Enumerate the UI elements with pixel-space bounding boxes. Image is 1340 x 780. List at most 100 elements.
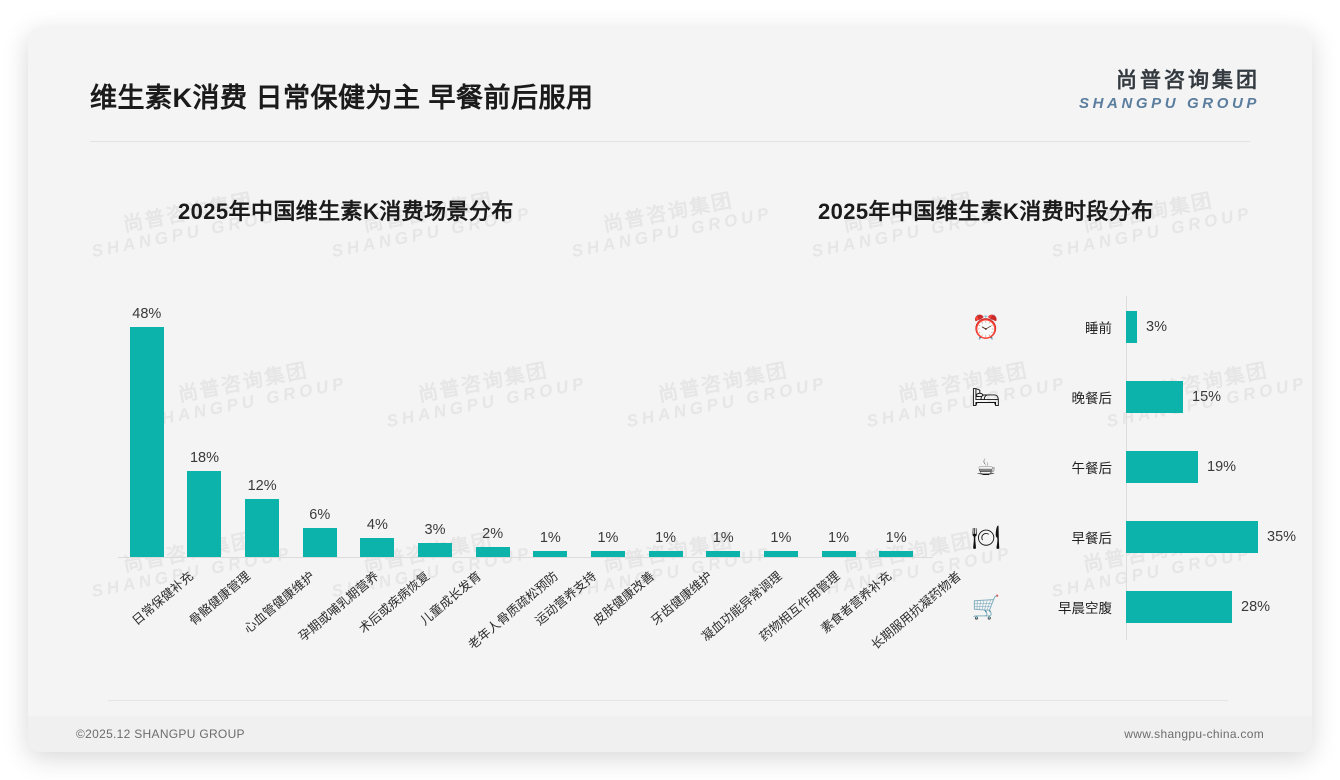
bed-icon: 🛏 — [971, 383, 1001, 410]
column-label-cell: 药物相互作用管理 — [752, 562, 843, 682]
column-bar[interactable] — [360, 538, 395, 557]
left-chart-title: 2025年中国维生素K消费场景分布 — [178, 199, 514, 224]
bar-track: 19% — [1126, 440, 1288, 494]
bar-track: 15% — [1126, 370, 1288, 424]
bar-fill[interactable] — [1126, 451, 1198, 483]
bar-value-label: 3% — [1146, 319, 1167, 335]
column-value-label: 2% — [482, 526, 504, 542]
column-value-label: 1% — [712, 530, 734, 546]
column-bar[interactable] — [879, 551, 914, 557]
shopping-cart-icon: 🛒 — [971, 593, 1001, 620]
bar-category-label: 早餐后 — [1071, 531, 1113, 546]
footer-copyright: ©2025.12 SHANGPU GROUP — [76, 727, 245, 741]
consumption-time-chart: ⏰ 睡前 3% 🛏 晚餐后 15% ☕ 午餐后 19% 🍽 早餐后 35% 🛒 早晨空腹 28% — [958, 290, 1296, 646]
logo-english-text: SHANGPU GROUP — [1079, 95, 1260, 112]
plate-cutlery-icon: 🍽 — [971, 523, 1001, 550]
column-bar[interactable] — [245, 499, 280, 557]
bar-row[interactable]: ☕ 午餐后 19% — [958, 440, 1288, 494]
bar-value-label: 15% — [1192, 389, 1222, 405]
bar-track: 3% — [1126, 300, 1288, 354]
alarm-clock-icon: ⏰ — [971, 313, 1001, 340]
column-bar-item[interactable]: 1% — [752, 298, 810, 557]
bar-row[interactable]: 🛒 早晨空腹 28% — [958, 580, 1288, 634]
consumption-scenario-chart: 48% 18% 12% 6% 4% 3% 2% 1% 1% 1% 1% 1% 1% 1% — [83, 298, 933, 558]
bar-fill[interactable] — [1126, 311, 1137, 343]
column-bar[interactable] — [302, 528, 337, 557]
column-label-cell: 运动营养支持 — [521, 562, 599, 682]
column-bar[interactable] — [533, 551, 568, 557]
column-label-cell: 牙齿健康维护 — [637, 562, 714, 682]
page-title: 维生素K消费 日常保健为主 早餐前后服用 — [90, 83, 594, 113]
column-value-label: 1% — [828, 530, 849, 546]
column-bar[interactable] — [187, 471, 222, 557]
column-value-label: 18% — [189, 450, 219, 466]
bar-value-label: 28% — [1241, 599, 1271, 615]
column-label-cell: 长期服用抗凝药物者 — [867, 562, 964, 682]
column-bar-item[interactable]: 2% — [464, 298, 522, 557]
column-bar-item[interactable]: 1% — [810, 298, 868, 557]
column-chart-x-axis — [118, 557, 933, 558]
bar-category-label: 早晨空腹 — [1058, 601, 1112, 616]
column-value-label: 4% — [366, 517, 388, 533]
bar-row[interactable]: ⏰ 睡前 3% — [958, 300, 1288, 354]
slide-header: 维生素K消费 日常保健为主 早餐前后服用 尚普咨询集团 SHANGPU GROU… — [28, 28, 1312, 142]
column-bar-item[interactable]: 18% — [176, 298, 234, 557]
column-value-label: 1% — [539, 530, 561, 546]
column-value-label: 1% — [597, 530, 619, 546]
column-label-cell: 心血管健康维护 — [233, 562, 317, 682]
bar-value-label: 35% — [1267, 529, 1297, 545]
column-value-label: 12% — [247, 478, 277, 494]
bar-category-label: 晚餐后 — [1071, 391, 1113, 406]
column-bar-item[interactable]: 3% — [406, 298, 464, 557]
column-label-cell: 皮肤健康改善 — [579, 562, 657, 682]
column-label-cell: 儿童成长发育 — [406, 562, 484, 682]
column-category-label: 长期服用抗凝药物者 — [868, 569, 964, 653]
column-bar[interactable] — [706, 551, 741, 557]
column-bar[interactable] — [590, 551, 625, 557]
bar-fill[interactable] — [1126, 591, 1232, 623]
column-value-label: 6% — [309, 507, 331, 523]
bar-category-label: 睡前 — [1085, 321, 1112, 336]
bar-fill[interactable] — [1126, 521, 1258, 553]
footer-website[interactable]: www.shangpu-china.com — [1124, 727, 1264, 741]
column-bar-item[interactable]: 1% — [694, 298, 752, 557]
column-plot-area: 48% 18% 12% 6% 4% 3% 2% 1% 1% 1% 1% 1% 1% 1% — [118, 298, 925, 557]
slide-card: 尚普咨询集团 SHANGPU GROUP 尚普咨询集团 SHANGPU GROUP 尚普… — [28, 28, 1312, 752]
column-value-label: 1% — [770, 530, 792, 546]
column-label-cell: 日常保健补充 — [118, 562, 195, 682]
column-label-cell: 孕期或哺乳期营养 — [291, 562, 382, 682]
column-bar[interactable] — [418, 543, 453, 557]
column-bar[interactable] — [648, 551, 683, 557]
column-bar-item[interactable]: 1% — [867, 298, 925, 557]
column-bar[interactable] — [763, 551, 798, 557]
column-bar-item[interactable]: 1% — [521, 298, 579, 557]
column-value-label: 1% — [655, 530, 677, 546]
brand-logo: 尚普咨询集团 SHANGPU GROUP — [1079, 64, 1260, 112]
bar-value-label: 19% — [1207, 459, 1237, 475]
right-chart-title: 2025年中国维生素K消费时段分布 — [818, 199, 1154, 224]
column-label-cell: 凝血功能异常调理 — [694, 562, 785, 682]
column-value-label: 3% — [424, 522, 446, 538]
coffee-mug-icon: ☕ — [975, 453, 997, 480]
column-value-label: 1% — [885, 530, 907, 546]
header-divider — [90, 141, 1250, 142]
bar-row[interactable]: 🍽 早餐后 35% — [958, 510, 1296, 564]
column-bar[interactable] — [475, 547, 510, 557]
slide-footer: ©2025.12 SHANGPU GROUP www.shangpu-china… — [28, 716, 1312, 752]
bar-track: 28% — [1126, 580, 1288, 634]
column-bar[interactable] — [821, 551, 856, 557]
column-bar-item[interactable]: 48% — [118, 298, 176, 557]
column-bar-item[interactable]: 1% — [637, 298, 695, 557]
column-value-label: 48% — [132, 306, 162, 322]
bar-row[interactable]: 🛏 晚餐后 15% — [958, 370, 1288, 424]
column-bar[interactable] — [129, 327, 164, 557]
column-bar-item[interactable]: 4% — [349, 298, 407, 557]
column-bar-item[interactable]: 6% — [291, 298, 349, 557]
column-label-cell: 术后或疾病恢复 — [349, 562, 433, 682]
column-bar-item[interactable]: 12% — [233, 298, 291, 557]
bar-fill[interactable] — [1126, 381, 1183, 413]
column-bar-item[interactable]: 1% — [579, 298, 637, 557]
column-chart-category-labels: 日常保健补充 骨骼健康管理 心血管健康维护 孕期或哺乳期营养 术后或疾病恢复 儿童成长发育… — [83, 562, 964, 682]
column-label-cell: 素食者营养补充 — [810, 562, 894, 682]
